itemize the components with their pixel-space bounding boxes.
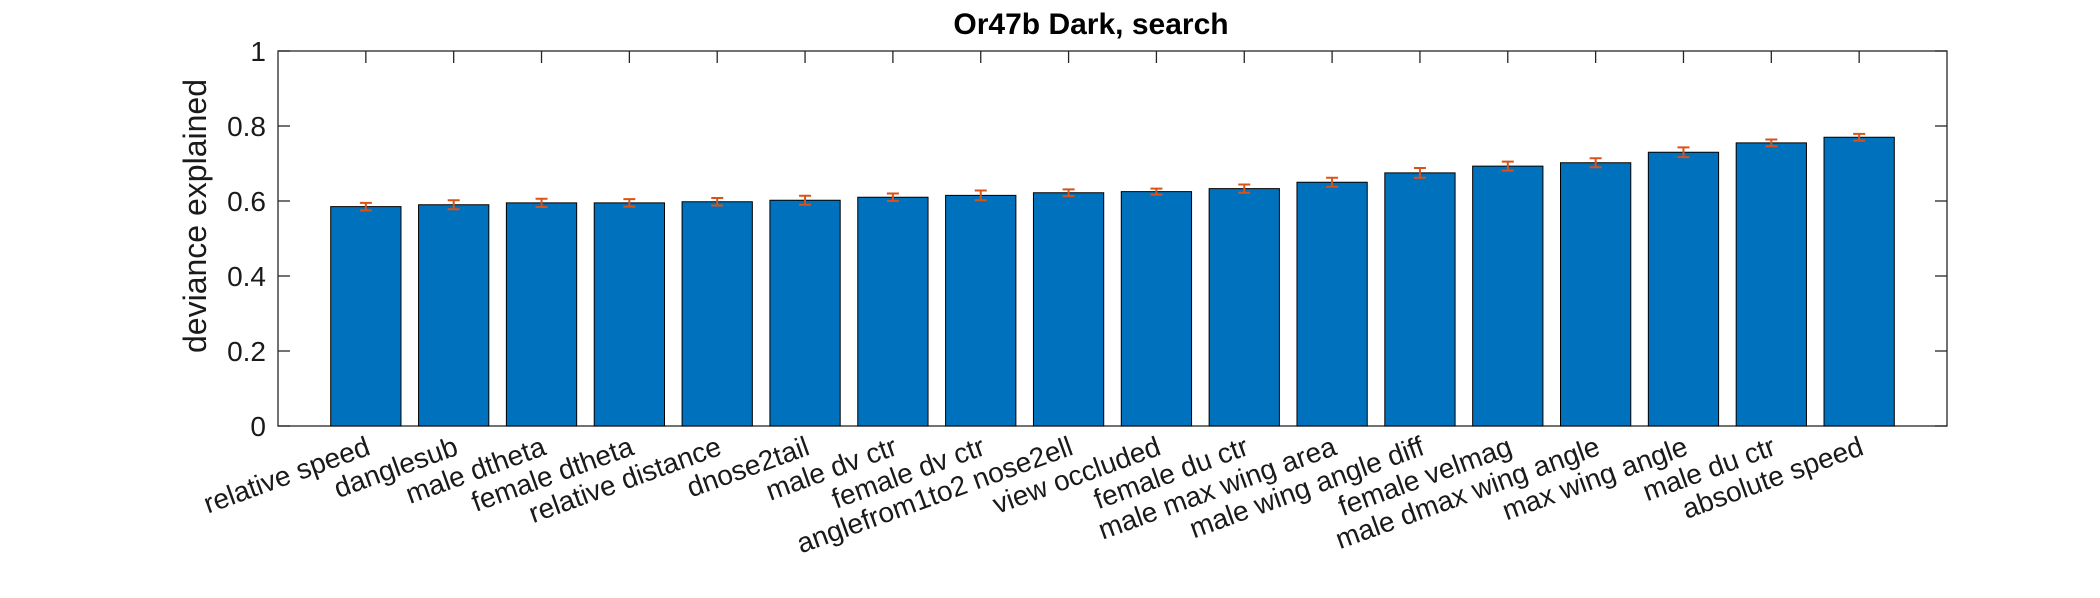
bars-group xyxy=(330,136,1895,427)
y-tick-label: 0 xyxy=(250,411,266,442)
y-tick-label: 0.4 xyxy=(227,261,266,292)
errorbars-group xyxy=(359,132,1866,212)
y-tick-label: 1 xyxy=(250,36,266,67)
bar xyxy=(945,194,1017,427)
bar xyxy=(1032,192,1105,427)
y-axis-label: deviance explained xyxy=(177,79,213,353)
bar xyxy=(1559,162,1632,427)
bar xyxy=(330,206,402,427)
y-tick-label: 0.2 xyxy=(227,336,266,367)
bar xyxy=(1647,151,1720,427)
y-tick-label: 0.6 xyxy=(227,186,266,217)
bar xyxy=(1208,188,1280,427)
bar xyxy=(1384,172,1456,427)
bar xyxy=(681,201,753,427)
bar xyxy=(769,199,841,427)
bar xyxy=(1735,142,1807,427)
bar xyxy=(1472,165,1544,427)
bar xyxy=(593,202,666,427)
bar xyxy=(857,196,929,427)
bar xyxy=(418,204,490,427)
y-tick-label: 0.8 xyxy=(227,111,266,142)
bar xyxy=(1120,191,1193,427)
y-axis-ticks: 0 0.2 0.4 0.6 0.8 1 xyxy=(227,36,1947,442)
bar xyxy=(1823,136,1895,427)
chart-title: Or47b Dark, search xyxy=(953,8,1228,41)
bar xyxy=(1296,181,1368,427)
bar xyxy=(505,202,578,427)
